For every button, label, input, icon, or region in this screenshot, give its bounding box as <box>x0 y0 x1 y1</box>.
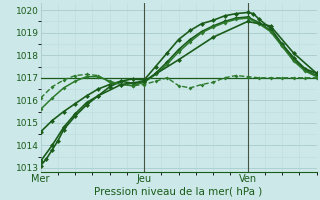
X-axis label: Pression niveau de la mer( hPa ): Pression niveau de la mer( hPa ) <box>94 187 263 197</box>
